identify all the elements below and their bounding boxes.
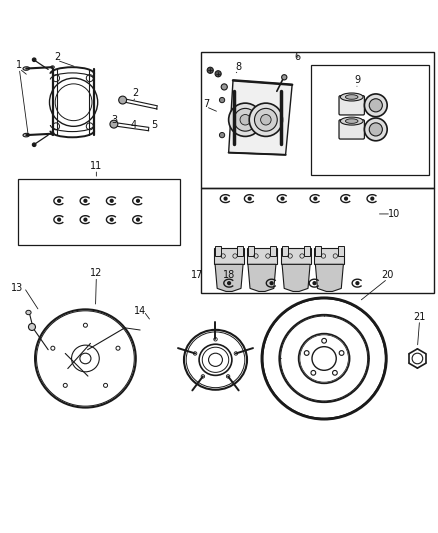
Circle shape bbox=[83, 217, 88, 222]
Circle shape bbox=[269, 281, 274, 285]
Bar bbox=[281, 248, 311, 264]
Circle shape bbox=[234, 108, 257, 131]
Text: 4: 4 bbox=[131, 120, 137, 131]
Bar bbox=[338, 246, 344, 256]
Text: 3: 3 bbox=[111, 115, 117, 125]
Circle shape bbox=[254, 108, 277, 131]
Circle shape bbox=[282, 75, 287, 80]
Circle shape bbox=[83, 199, 88, 203]
Circle shape bbox=[221, 84, 227, 90]
Text: 2: 2 bbox=[54, 52, 60, 62]
Circle shape bbox=[247, 197, 252, 201]
Text: 21: 21 bbox=[413, 312, 426, 322]
FancyBboxPatch shape bbox=[339, 120, 364, 139]
Text: 2: 2 bbox=[133, 88, 139, 99]
Ellipse shape bbox=[51, 132, 54, 135]
Bar bbox=[247, 246, 254, 256]
Circle shape bbox=[261, 115, 271, 125]
Ellipse shape bbox=[26, 310, 31, 314]
Ellipse shape bbox=[51, 66, 54, 68]
Ellipse shape bbox=[346, 95, 358, 99]
Circle shape bbox=[136, 217, 140, 222]
Bar bbox=[314, 248, 344, 264]
Bar bbox=[311, 65, 429, 174]
Circle shape bbox=[364, 94, 387, 117]
Circle shape bbox=[207, 67, 213, 74]
Polygon shape bbox=[229, 80, 292, 155]
Circle shape bbox=[136, 199, 140, 203]
Ellipse shape bbox=[346, 119, 358, 123]
Bar bbox=[247, 248, 277, 264]
Text: 7: 7 bbox=[203, 99, 209, 109]
Circle shape bbox=[355, 281, 360, 285]
Bar bbox=[304, 246, 311, 256]
Text: 14: 14 bbox=[134, 306, 146, 316]
Circle shape bbox=[28, 324, 35, 330]
Circle shape bbox=[280, 197, 285, 201]
Text: 6: 6 bbox=[295, 52, 301, 62]
Bar bbox=[18, 179, 180, 245]
Text: 18: 18 bbox=[223, 270, 235, 280]
Circle shape bbox=[119, 96, 127, 104]
Circle shape bbox=[370, 197, 374, 201]
Polygon shape bbox=[282, 264, 310, 292]
Circle shape bbox=[32, 58, 36, 61]
Bar bbox=[201, 188, 434, 293]
Bar bbox=[315, 246, 321, 256]
Circle shape bbox=[240, 115, 251, 125]
Bar bbox=[282, 246, 288, 256]
Text: 13: 13 bbox=[11, 282, 24, 293]
FancyBboxPatch shape bbox=[339, 96, 364, 115]
Circle shape bbox=[364, 118, 387, 141]
Circle shape bbox=[57, 199, 61, 203]
Circle shape bbox=[312, 281, 317, 285]
Text: 17: 17 bbox=[191, 270, 203, 280]
Circle shape bbox=[110, 120, 118, 128]
Bar bbox=[237, 246, 244, 256]
Ellipse shape bbox=[340, 93, 363, 101]
Circle shape bbox=[369, 123, 382, 136]
Ellipse shape bbox=[23, 133, 29, 137]
Text: 5: 5 bbox=[151, 120, 157, 131]
Bar bbox=[215, 246, 221, 256]
Ellipse shape bbox=[23, 67, 29, 70]
Circle shape bbox=[369, 99, 382, 112]
Bar bbox=[201, 52, 434, 188]
Text: 11: 11 bbox=[90, 161, 102, 171]
Circle shape bbox=[215, 71, 221, 77]
Polygon shape bbox=[315, 264, 343, 292]
Text: 8: 8 bbox=[236, 62, 242, 72]
Circle shape bbox=[313, 197, 318, 201]
Circle shape bbox=[32, 143, 36, 147]
Polygon shape bbox=[215, 264, 243, 292]
Circle shape bbox=[219, 133, 225, 138]
Circle shape bbox=[223, 197, 228, 201]
Bar bbox=[270, 246, 276, 256]
Polygon shape bbox=[248, 264, 276, 292]
Ellipse shape bbox=[340, 117, 363, 125]
Text: 12: 12 bbox=[90, 268, 102, 278]
Circle shape bbox=[57, 217, 61, 222]
Circle shape bbox=[229, 103, 262, 136]
Circle shape bbox=[344, 197, 348, 201]
Text: 20: 20 bbox=[381, 270, 394, 280]
Circle shape bbox=[227, 281, 231, 285]
Circle shape bbox=[219, 98, 225, 103]
Text: 1: 1 bbox=[16, 60, 22, 70]
Circle shape bbox=[249, 103, 283, 136]
Bar bbox=[214, 248, 244, 264]
Circle shape bbox=[110, 199, 114, 203]
Text: 9: 9 bbox=[354, 75, 360, 85]
Circle shape bbox=[110, 217, 114, 222]
Text: 10: 10 bbox=[388, 209, 400, 219]
